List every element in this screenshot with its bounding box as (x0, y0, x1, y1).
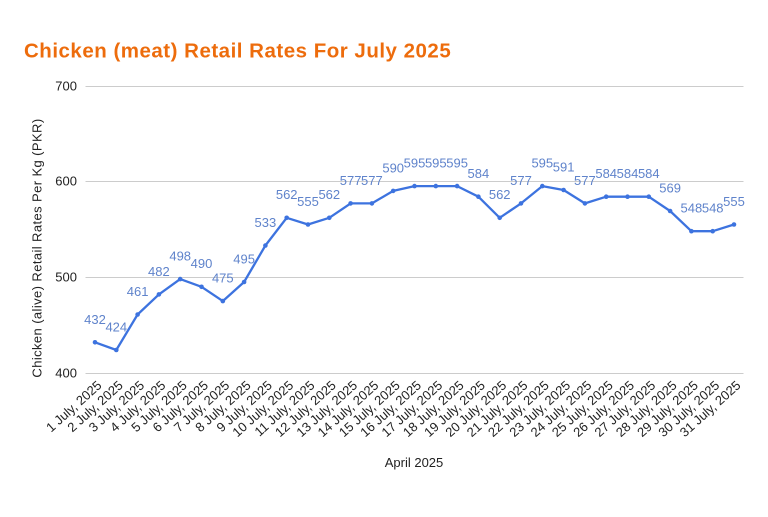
svg-text:584: 584 (638, 166, 660, 181)
svg-text:400: 400 (55, 366, 77, 381)
svg-text:591: 591 (553, 160, 575, 175)
svg-text:577: 577 (510, 173, 532, 188)
svg-text:Chicken (meat) Retail Rates Fo: Chicken (meat) Retail Rates For July 202… (24, 40, 451, 63)
svg-text:584: 584 (468, 166, 490, 181)
svg-text:562: 562 (489, 187, 511, 202)
svg-text:548: 548 (681, 201, 703, 216)
svg-text:555: 555 (297, 194, 319, 209)
svg-text:500: 500 (55, 270, 77, 285)
svg-text:595: 595 (531, 156, 553, 171)
svg-text:533: 533 (255, 215, 277, 230)
svg-text:495: 495 (233, 252, 255, 267)
svg-text:595: 595 (446, 156, 468, 171)
svg-text:548: 548 (702, 201, 724, 216)
svg-text:424: 424 (105, 320, 127, 335)
svg-text:432: 432 (84, 312, 106, 327)
svg-text:700: 700 (55, 79, 77, 94)
svg-text:577: 577 (574, 173, 596, 188)
svg-text:600: 600 (55, 174, 77, 189)
svg-text:590: 590 (382, 160, 404, 175)
svg-text:562: 562 (276, 187, 298, 202)
svg-text:482: 482 (148, 264, 170, 279)
svg-text:595: 595 (425, 156, 447, 171)
svg-text:490: 490 (191, 256, 213, 271)
svg-text:Chicken (alive) Retail Rates P: Chicken (alive) Retail Rates Per Kg (PKR… (30, 118, 45, 377)
svg-text:584: 584 (595, 166, 617, 181)
svg-text:555: 555 (723, 194, 745, 209)
svg-text:569: 569 (659, 181, 681, 196)
svg-text:577: 577 (340, 173, 362, 188)
svg-text:577: 577 (361, 173, 383, 188)
svg-text:461: 461 (127, 284, 149, 299)
svg-text:595: 595 (404, 156, 426, 171)
svg-text:475: 475 (212, 271, 234, 286)
svg-text:584: 584 (617, 166, 639, 181)
svg-text:562: 562 (318, 187, 340, 202)
svg-text:April 2025: April 2025 (385, 455, 444, 470)
svg-text:498: 498 (169, 249, 191, 264)
